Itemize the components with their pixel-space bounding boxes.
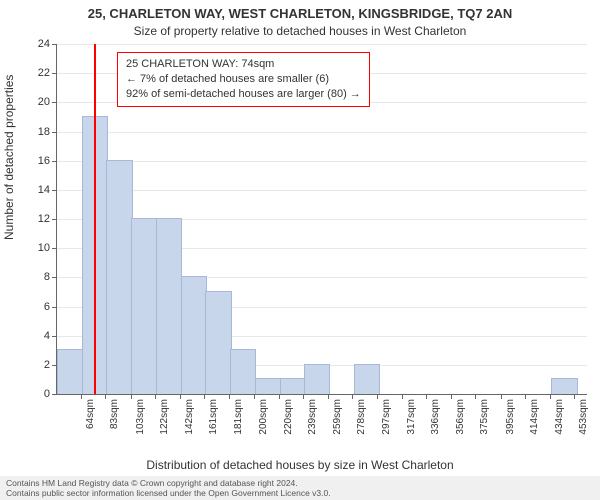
xtick-mark xyxy=(377,394,378,399)
xtick-mark xyxy=(550,394,551,399)
xtick-mark xyxy=(204,394,205,399)
histogram-bar xyxy=(230,349,256,394)
ytick-mark xyxy=(52,190,57,191)
histogram-bar xyxy=(106,160,132,394)
ytick-mark xyxy=(52,102,57,103)
histogram-bar xyxy=(205,291,231,394)
ytick-label: 10 xyxy=(20,242,50,254)
xtick-label: 375sqm xyxy=(479,399,490,435)
xtick-mark xyxy=(303,394,304,399)
ytick-label: 24 xyxy=(20,38,50,50)
xtick-mark xyxy=(131,394,132,399)
footer-line2: Contains public sector information licen… xyxy=(6,488,594,498)
xtick-mark xyxy=(279,394,280,399)
xtick-label: 64sqm xyxy=(85,399,96,429)
xtick-label: 297sqm xyxy=(381,399,392,435)
title-sub: Size of property relative to detached ho… xyxy=(0,24,600,38)
histogram-bar xyxy=(131,218,157,394)
xtick-mark xyxy=(352,394,353,399)
ytick-mark xyxy=(52,73,57,74)
xtick-mark xyxy=(426,394,427,399)
xtick-label: 356sqm xyxy=(455,399,466,435)
xtick-label: 161sqm xyxy=(208,399,219,435)
ytick-label: 8 xyxy=(20,271,50,283)
ytick-label: 0 xyxy=(20,388,50,400)
xtick-mark xyxy=(451,394,452,399)
xtick-label: 395sqm xyxy=(505,399,516,435)
xtick-label: 200sqm xyxy=(258,399,269,435)
xtick-mark xyxy=(525,394,526,399)
xtick-mark xyxy=(229,394,230,399)
histogram-bar xyxy=(551,378,577,394)
ytick-mark xyxy=(52,219,57,220)
ytick-mark xyxy=(52,248,57,249)
xtick-label: 317sqm xyxy=(406,399,417,435)
ytick-label: 2 xyxy=(20,359,50,371)
xtick-label: 239sqm xyxy=(307,399,318,435)
xtick-mark xyxy=(155,394,156,399)
histogram-bar xyxy=(156,218,182,394)
chart-container: 25, CHARLETON WAY, WEST CHARLETON, KINGS… xyxy=(0,0,600,500)
ytick-mark xyxy=(52,336,57,337)
gridline-h xyxy=(57,44,587,45)
histogram-bar xyxy=(354,364,380,394)
xtick-mark xyxy=(81,394,82,399)
annotation-box: 25 CHARLETON WAY: 74sqm← 7% of detached … xyxy=(117,52,370,107)
histogram-bar xyxy=(255,378,281,394)
xtick-label: 122sqm xyxy=(159,399,170,435)
xtick-mark xyxy=(574,394,575,399)
xtick-label: 220sqm xyxy=(283,399,294,435)
footer: Contains HM Land Registry data © Crown c… xyxy=(0,476,600,500)
ytick-mark xyxy=(52,161,57,162)
ytick-label: 22 xyxy=(20,67,50,79)
xtick-mark xyxy=(501,394,502,399)
ytick-label: 16 xyxy=(20,155,50,167)
annotation-line1: 25 CHARLETON WAY: 74sqm xyxy=(126,57,361,72)
xtick-label: 181sqm xyxy=(233,399,244,435)
ytick-label: 20 xyxy=(20,96,50,108)
xtick-label: 278sqm xyxy=(356,399,367,435)
xtick-mark xyxy=(105,394,106,399)
xtick-mark xyxy=(328,394,329,399)
y-axis-label: Number of detached properties xyxy=(2,75,16,240)
xtick-label: 142sqm xyxy=(184,399,195,435)
xtick-label: 414sqm xyxy=(529,399,540,435)
plot-area: 64sqm83sqm103sqm122sqm142sqm161sqm181sqm… xyxy=(56,44,586,394)
xtick-label: 103sqm xyxy=(135,399,146,435)
xtick-mark xyxy=(475,394,476,399)
ytick-mark xyxy=(52,277,57,278)
xtick-mark xyxy=(254,394,255,399)
xtick-label: 434sqm xyxy=(554,399,565,435)
xtick-mark xyxy=(180,394,181,399)
gridline-h xyxy=(57,132,587,133)
xtick-label: 453sqm xyxy=(578,399,589,435)
xtick-mark xyxy=(402,394,403,399)
annotation-line3: 92% of semi-detached houses are larger (… xyxy=(126,87,361,102)
annotation-line2: ← 7% of detached houses are smaller (6) xyxy=(126,72,361,87)
histogram-bar xyxy=(280,378,306,394)
ytick-label: 14 xyxy=(20,184,50,196)
gridline-h xyxy=(57,190,587,191)
ytick-mark xyxy=(52,394,57,395)
ytick-label: 12 xyxy=(20,213,50,225)
ytick-mark xyxy=(52,132,57,133)
x-axis-label: Distribution of detached houses by size … xyxy=(0,458,600,472)
marker-line xyxy=(94,44,96,394)
plot-inner: 64sqm83sqm103sqm122sqm142sqm161sqm181sqm… xyxy=(56,44,587,395)
ytick-mark xyxy=(52,44,57,45)
ytick-label: 4 xyxy=(20,330,50,342)
histogram-bar xyxy=(57,349,83,394)
xtick-label: 259sqm xyxy=(332,399,343,435)
gridline-h xyxy=(57,161,587,162)
histogram-bar xyxy=(181,276,207,394)
ytick-label: 18 xyxy=(20,126,50,138)
histogram-bar xyxy=(304,364,330,394)
ytick-label: 6 xyxy=(20,301,50,313)
title-main: 25, CHARLETON WAY, WEST CHARLETON, KINGS… xyxy=(0,6,600,21)
xtick-label: 336sqm xyxy=(430,399,441,435)
ytick-mark xyxy=(52,307,57,308)
footer-line1: Contains HM Land Registry data © Crown c… xyxy=(6,478,594,488)
xtick-label: 83sqm xyxy=(109,399,120,429)
